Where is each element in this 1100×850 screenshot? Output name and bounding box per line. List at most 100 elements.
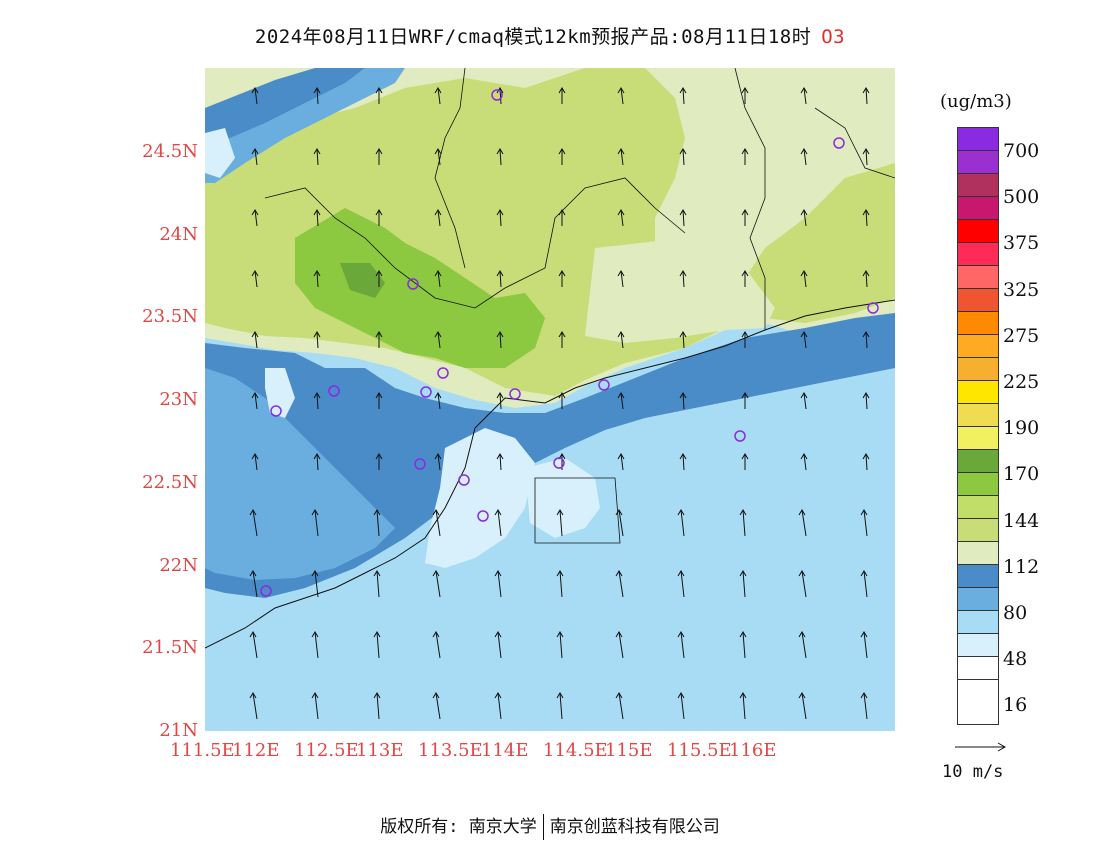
wind-arrow	[494, 631, 502, 659]
x-tick-label: 112.5E	[294, 740, 359, 761]
legend-swatch	[958, 381, 998, 404]
wind-arrow	[862, 209, 870, 227]
wind-arrow	[800, 331, 808, 349]
wind-arrow	[862, 392, 870, 410]
wind-arrow	[311, 631, 319, 659]
legend-swatch	[958, 565, 998, 588]
wind-arrow	[798, 692, 807, 720]
wind-arrow	[677, 509, 685, 537]
wind-arrow	[313, 392, 321, 410]
footer-separator	[542, 814, 544, 840]
station-marker	[414, 458, 426, 470]
wind-arrow	[741, 331, 749, 348]
y-tick-label: 21N	[159, 720, 198, 741]
wind-arrow	[496, 209, 504, 227]
station-marker	[270, 405, 282, 417]
y-tick-label: 22N	[159, 555, 198, 576]
legend-swatch	[958, 312, 998, 335]
x-tick-label: 114E	[481, 740, 529, 761]
wind-arrow	[251, 270, 259, 288]
footer-left: 版权所有: 南京大学	[380, 817, 537, 837]
wind-arrow	[862, 270, 870, 288]
legend-swatch	[958, 519, 998, 542]
legend-swatch	[958, 266, 998, 289]
legend-label: 375	[1003, 232, 1040, 255]
wind-arrow	[434, 87, 442, 105]
wind-arrow	[800, 392, 808, 410]
legend-colorbar	[957, 127, 999, 725]
legend-swatch	[958, 611, 998, 634]
legend-label: 225	[1003, 371, 1040, 393]
station-marker	[477, 510, 489, 522]
wind-arrow	[375, 331, 383, 348]
wind-arrow	[313, 270, 321, 288]
wind-arrow	[251, 392, 259, 410]
y-tick-label: 22.5N	[142, 472, 198, 493]
wind-arrow	[615, 631, 624, 659]
wind-arrow	[798, 509, 807, 537]
wind-arrow	[558, 209, 566, 226]
station-marker	[328, 385, 340, 397]
station-marker	[407, 278, 419, 290]
legend-label: 112	[1003, 555, 1040, 578]
wind-arrow	[679, 453, 687, 471]
admin-boundary-3	[734, 68, 766, 330]
station-marker	[437, 367, 449, 379]
title-species: O3	[821, 26, 846, 48]
station-marker	[491, 89, 503, 101]
wind-arrow	[862, 453, 870, 471]
x-tick-label: 115E	[605, 740, 653, 761]
wind-arrow	[434, 331, 442, 349]
legend-swatch	[958, 634, 998, 657]
wind-arrow	[615, 509, 624, 537]
wind-arrow	[313, 87, 321, 105]
hk-boundary	[534, 477, 621, 544]
legend-swatch	[958, 657, 998, 680]
wind-arrow	[617, 331, 625, 349]
wind-arrow	[862, 148, 870, 166]
wind-arrow	[496, 148, 504, 166]
station-marker	[598, 379, 610, 391]
x-tick-label: 114.5E	[543, 740, 608, 761]
wind-arrow	[375, 453, 383, 470]
footer-right: 南京创蓝科技有限公司	[549, 817, 720, 837]
legend-swatch	[958, 450, 998, 473]
wind-arrow	[434, 270, 442, 288]
copyright-footer: 版权所有: 南京大学 南京创蓝科技有限公司	[0, 812, 1100, 840]
wind-arrow	[373, 631, 381, 659]
wind-arrow	[741, 453, 749, 470]
wind-arrow	[249, 631, 258, 659]
legend-swatch	[958, 427, 998, 450]
station-marker	[458, 474, 470, 486]
wind-arrow	[496, 453, 504, 471]
wind-arrow	[679, 209, 687, 227]
monitoring-stations	[260, 89, 879, 597]
legend-swatch	[958, 197, 998, 220]
station-marker	[420, 386, 432, 398]
title-main: 2024年08月11日WRF/cmaq模式12km预报产品:08月11日18时	[254, 26, 812, 48]
wind-arrow	[741, 270, 749, 287]
x-tick-label: 115.5E	[667, 740, 732, 761]
x-tick-label: 113E	[356, 740, 404, 761]
wind-arrow	[432, 570, 441, 598]
wind-arrow	[679, 331, 687, 349]
wind-arrow	[617, 87, 625, 105]
wind-arrow	[860, 631, 868, 659]
y-tick-label: 23.5N	[142, 306, 198, 327]
x-tick-label: 111.5E	[170, 740, 235, 761]
wind-arrow	[800, 148, 808, 166]
nw-band-dark	[205, 68, 365, 148]
wind-arrow	[434, 392, 442, 410]
legend-swatch	[958, 174, 998, 197]
legend-label: 170	[1003, 463, 1040, 486]
wind-arrow	[375, 148, 383, 165]
reference-vector-arrow	[955, 742, 1007, 752]
y-tick-label: 23N	[159, 389, 198, 410]
coastal-low-patch	[265, 368, 295, 418]
wind-arrow	[496, 270, 504, 288]
wind-arrow	[558, 148, 566, 165]
chart-title: 2024年08月11日WRF/cmaq模式12km预报产品:08月11日18时 O…	[0, 22, 1100, 49]
legend-swatch	[958, 243, 998, 266]
legend-swatch	[958, 220, 998, 243]
wind-arrow	[741, 148, 749, 165]
